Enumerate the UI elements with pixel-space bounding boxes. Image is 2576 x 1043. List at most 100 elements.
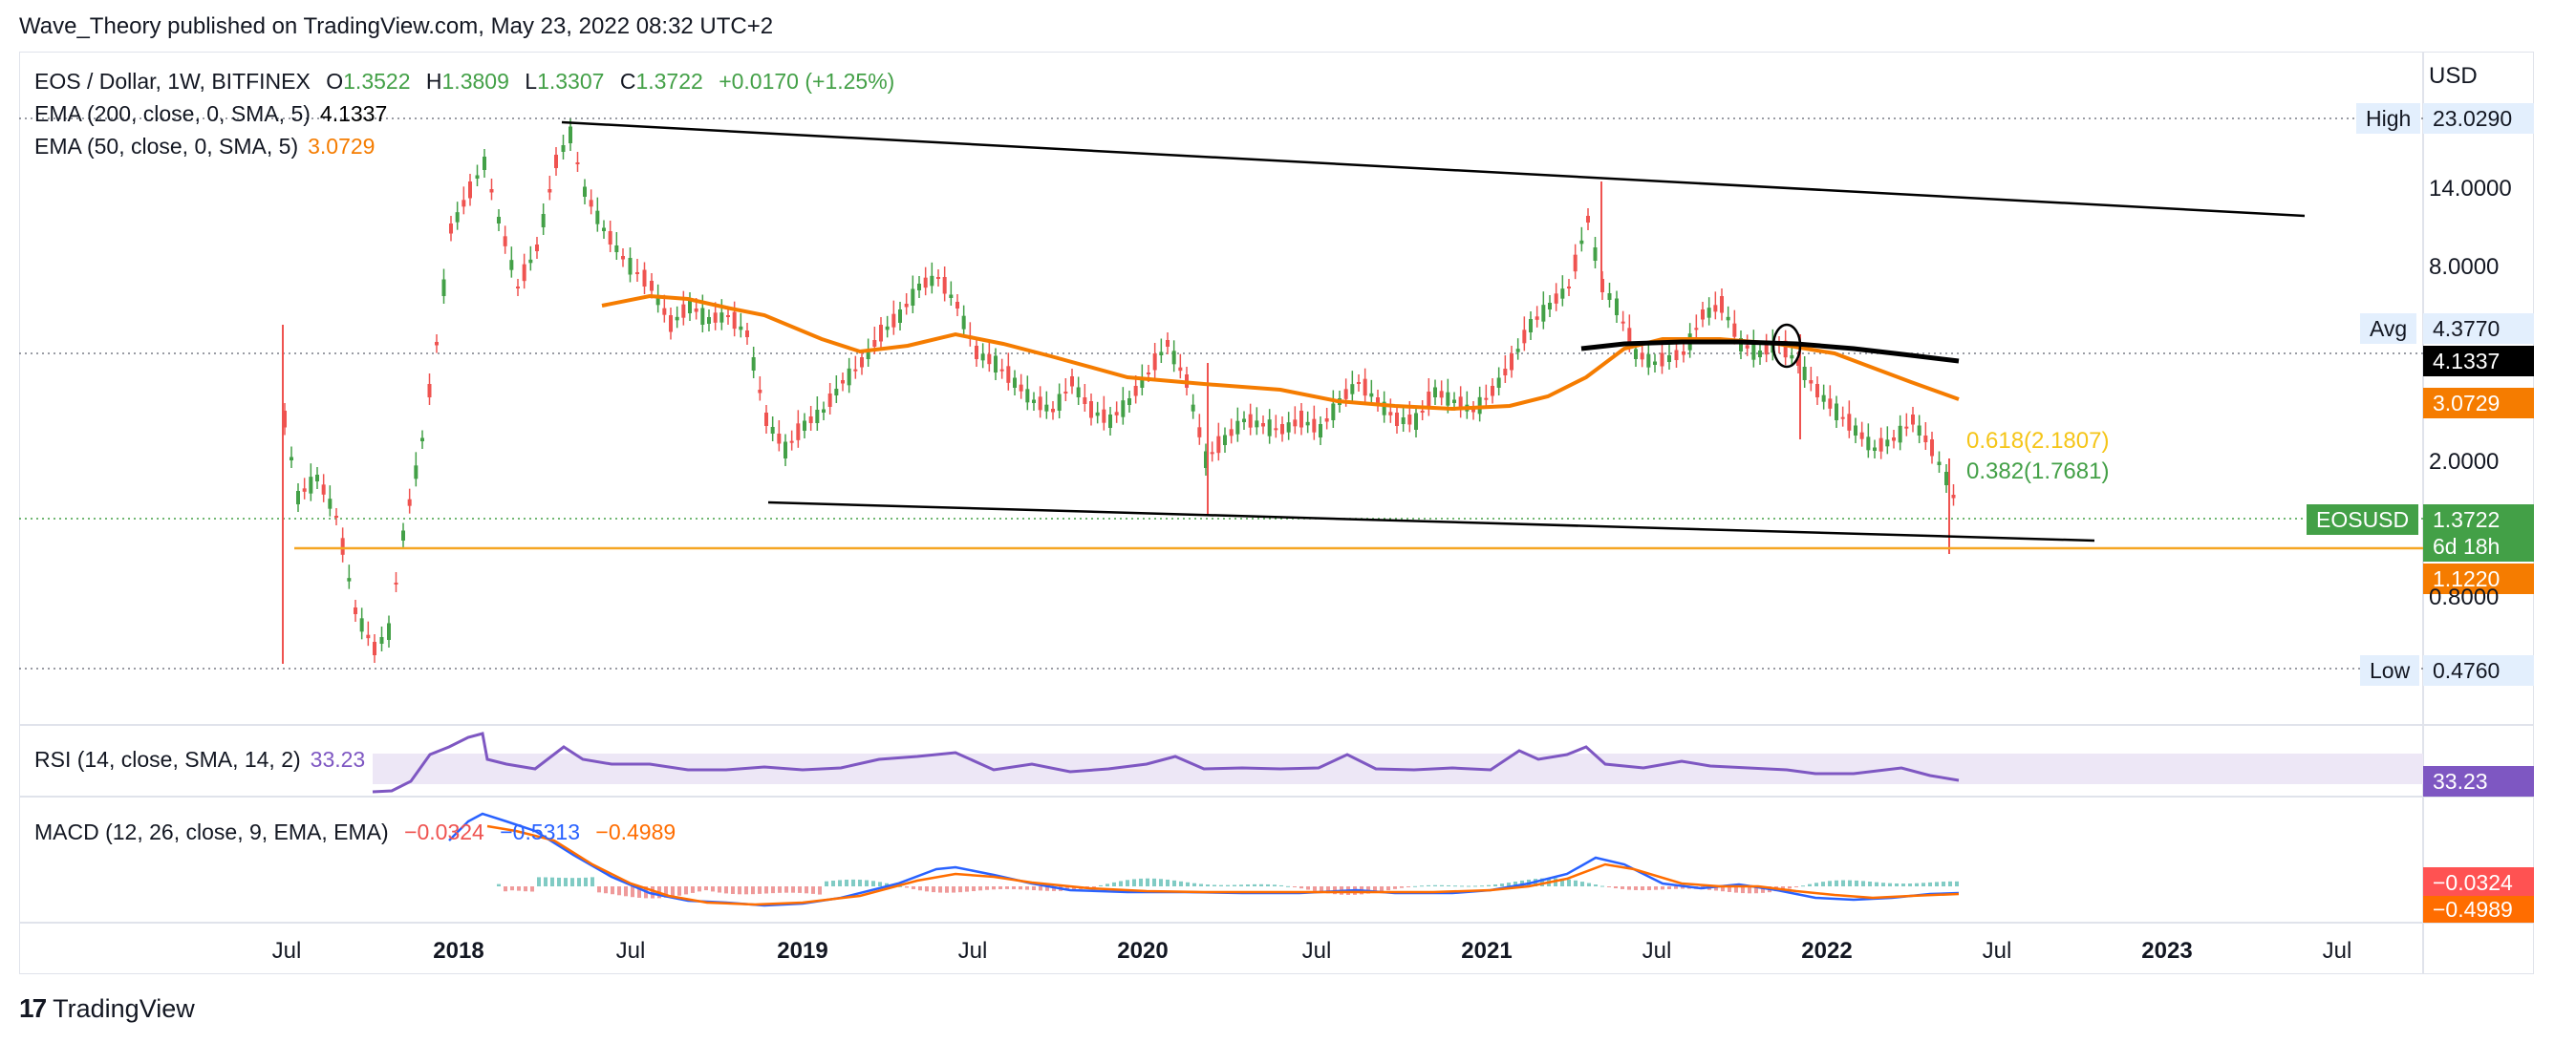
candle-body [879, 325, 883, 342]
candle-body [1510, 353, 1513, 371]
macd-histogram-bar [1948, 881, 1952, 886]
candle-body [1025, 389, 1030, 403]
candle-body [1063, 392, 1068, 394]
ema200-line [1580, 339, 1960, 364]
macd-histogram-bar [992, 886, 996, 890]
candle-body [1019, 384, 1023, 392]
candle-body [961, 315, 966, 330]
macd-histogram-bar [1487, 884, 1491, 886]
macd-histogram-bar [1721, 886, 1725, 892]
macd-legend[interactable]: MACD (12, 26, close, 9, EMA, EMA) −0.032… [34, 820, 676, 844]
macd-histogram-bar [1881, 883, 1885, 886]
macd-histogram-bar [1253, 883, 1256, 886]
time-axis-label: Jul [957, 938, 988, 964]
macd-histogram-bar [1928, 882, 1932, 886]
macd-histogram-bar [1186, 882, 1190, 886]
price-tick-0-8: 0.8000 [2429, 585, 2500, 610]
candle-body [1280, 424, 1284, 435]
candle-body [1621, 321, 1625, 324]
high-label-badge: High [2356, 103, 2421, 134]
candle-body [1140, 377, 1145, 388]
candle-body [726, 315, 730, 317]
macd-histogram-bar [1112, 882, 1116, 886]
macd-histogram-bar [1400, 886, 1404, 888]
footer-brand[interactable]: 17 TradingView [19, 993, 195, 1024]
macd-histogram-bar [637, 886, 641, 898]
symbol-title[interactable]: EOS / Dollar, 1W, BITFINEX [34, 69, 311, 94]
candle-body [516, 287, 520, 288]
candle-body [751, 357, 756, 371]
candle-body [1840, 416, 1845, 419]
macd-histogram-bar [530, 886, 534, 892]
candle-body [898, 309, 902, 323]
macd-histogram-bar [624, 886, 628, 897]
macd-histogram-bar [1493, 883, 1497, 886]
rsi-legend[interactable]: RSI (14, close, SMA, 14, 2) 33.23 [34, 747, 366, 772]
macd-histogram-bar [664, 886, 668, 898]
candle-body [589, 200, 593, 207]
candle-body [1713, 305, 1718, 312]
candle-body [441, 279, 446, 296]
candle-body [885, 326, 890, 330]
candle-body [379, 637, 384, 644]
candle-body [635, 272, 639, 274]
macd-histogram-bar [704, 886, 708, 891]
candle-body [1923, 436, 1928, 442]
candle-body [688, 300, 692, 313]
ema50-legend[interactable]: EMA (50, close, 0, SMA, 5) 3.0729 [34, 134, 376, 159]
candle-body [366, 634, 371, 639]
candle-body [1376, 397, 1380, 404]
candle-body [1407, 415, 1412, 425]
ema200-legend[interactable]: EMA (200, close, 0, SMA, 5) 4.1337 [34, 101, 388, 126]
macd-histogram-bar [1159, 879, 1163, 886]
candle-body [1032, 399, 1036, 403]
macd-histogram-bar [517, 886, 521, 891]
macd-histogram-bar [1915, 883, 1919, 886]
macd-histogram-bar [524, 886, 527, 892]
symbol-badge: EOSUSD [2307, 504, 2419, 535]
macd-histogram-bar [818, 886, 822, 895]
candle-body [302, 488, 307, 492]
candle-body [373, 642, 376, 655]
macd-histogram-bar [1433, 884, 1437, 886]
time-axis[interactable]: Jul 2018 Jul 2019 Jul 2020 Jul 2021 Jul 2022 Jul 20… [0, 934, 2423, 972]
candle-body [1496, 377, 1501, 388]
macd-histogram-bar [1092, 886, 1096, 887]
candle-body [1930, 439, 1934, 457]
macd-hist-badge: −0.0324 [2423, 867, 2534, 898]
macd-histogram-bar [1554, 878, 1557, 886]
candle-body [1802, 367, 1807, 380]
candle-body [713, 312, 718, 323]
macd-histogram-bar [1467, 885, 1470, 887]
candle-body [359, 618, 364, 632]
macd-histogram-bar [1199, 883, 1203, 886]
macd-histogram-bar [1754, 886, 1758, 894]
macd-histogram-bar [671, 886, 675, 897]
candle-body [1573, 254, 1578, 272]
candle-body [1324, 418, 1329, 422]
candle-body [853, 369, 858, 372]
candle-body [1299, 411, 1303, 428]
macd-signal-badge: −0.4989 [2423, 896, 2534, 923]
macd-histogram-bar [1293, 886, 1297, 887]
candle-body [822, 409, 826, 413]
candle-body [489, 189, 494, 193]
macd-histogram-bar [1607, 886, 1611, 887]
candle-body [1191, 404, 1195, 412]
macd-histogram-bar [497, 883, 501, 886]
candle-body [1446, 392, 1450, 406]
macd-histogram-bar [597, 886, 601, 893]
candle-body [911, 288, 915, 306]
price-tick-8: 8.0000 [2429, 254, 2500, 280]
candle-body [1433, 387, 1437, 397]
candle-body [1758, 351, 1762, 357]
macd-histogram-bar [1734, 886, 1738, 893]
candle-body [1593, 247, 1598, 261]
candle-body [1363, 378, 1367, 396]
time-axis-label: 2022 [1801, 938, 1853, 964]
candle-body [334, 516, 338, 518]
fib-618-label: 0.618(2.1807) [1966, 428, 2110, 454]
candle-body [1640, 352, 1644, 360]
macd-histogram-bar [938, 886, 942, 893]
